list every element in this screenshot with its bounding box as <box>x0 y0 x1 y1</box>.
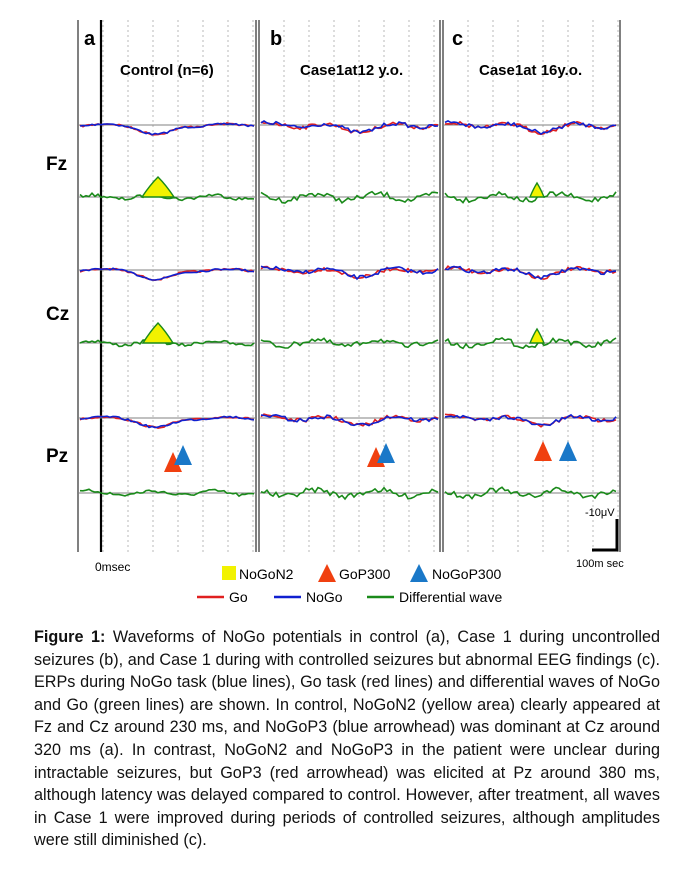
diff-wave <box>260 190 439 204</box>
scale-amp-label: -10μV <box>585 507 615 519</box>
erp-figure: a b c Control (n=6) Case1at12 y.o. Case1… <box>46 20 624 605</box>
nogo-wave <box>80 415 255 429</box>
panel-letter-c: c <box>452 28 463 50</box>
electrode-label-pz: Pz <box>46 446 68 467</box>
waveforms <box>79 119 617 501</box>
nogo-wave <box>444 119 617 135</box>
nogon2-area <box>528 181 546 198</box>
diff-wave <box>260 486 439 501</box>
caption-text: Waveforms of NoGo potentials in control … <box>34 628 660 850</box>
nogon2-area <box>140 176 176 198</box>
nogo-wave <box>79 267 255 281</box>
legend-go-label: Go <box>229 589 248 605</box>
electrode-label-fz: Fz <box>46 154 67 175</box>
nogo-wave <box>260 120 439 134</box>
figure-caption: Figure 1: Waveforms of NoGo potentials i… <box>34 626 660 852</box>
legend-nogon2-label: NoGoN2 <box>239 566 294 582</box>
legend-nogop300-marker <box>410 564 428 582</box>
panel-title-c: Case1at 16y.o. <box>479 62 582 79</box>
nogo-wave <box>260 413 439 427</box>
go-wave <box>444 413 617 428</box>
diff-wave <box>444 486 617 500</box>
nogop300-marker <box>559 441 577 461</box>
legend-gop300-marker <box>318 564 336 582</box>
time-origin-label: 0msec <box>95 560 130 574</box>
panel-title-a: Control (n=6) <box>120 62 214 79</box>
diff-wave <box>444 190 617 204</box>
nogon2-area <box>528 327 546 344</box>
gop300-marker <box>164 452 182 472</box>
go-wave <box>260 121 439 135</box>
legend-diff-label: Differential wave <box>399 589 502 605</box>
diff-wave <box>79 192 255 202</box>
diff-wave <box>444 336 617 350</box>
nogop300-marker <box>174 445 192 465</box>
legend-nogo-label: NoGo <box>306 589 343 605</box>
panel-letter-b: b <box>270 28 282 50</box>
scale-bar <box>592 519 619 552</box>
nogon2-area <box>141 321 175 344</box>
caption-label: Figure 1: <box>34 628 106 646</box>
gop300-marker <box>534 441 552 461</box>
nogop300-marker <box>377 443 395 463</box>
panel-letter-a: a <box>84 28 96 50</box>
panel-frames <box>77 20 621 552</box>
markers <box>140 176 577 472</box>
legend-nogop300-label: NoGoP300 <box>432 566 501 582</box>
diff-wave <box>260 337 439 349</box>
diff-wave <box>79 488 255 498</box>
legend-nogon2-swatch <box>222 566 236 580</box>
nogo-wave <box>79 122 255 136</box>
nogo-wave <box>260 265 439 281</box>
nogo-wave <box>444 413 617 427</box>
go-wave <box>444 120 617 136</box>
panel-title-b: Case1at12 y.o. <box>300 62 403 79</box>
diff-wave <box>79 338 255 348</box>
scale-time-label: 100m sec <box>576 558 624 570</box>
legend-gop300-label: GoP300 <box>339 566 391 582</box>
nogo-wave <box>444 265 617 281</box>
electrode-label-cz: Cz <box>46 304 69 325</box>
go-wave <box>444 265 617 280</box>
